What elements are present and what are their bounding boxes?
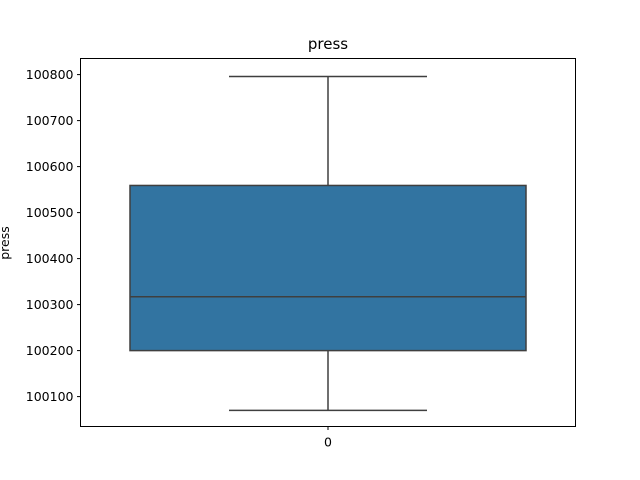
plot-area — [129, 75, 527, 412]
y-axis: 100100 100200 100300 100400 100500 100600 1007… — [26, 67, 81, 404]
x-axis: 0 — [324, 426, 332, 450]
axes-frame — [80, 58, 576, 427]
chart-title: press — [308, 35, 348, 53]
y-tick-label: 100200 — [26, 343, 74, 358]
y-tick-label: 100400 — [26, 251, 74, 266]
x-tick-label: 0 — [324, 435, 332, 450]
y-tick-label: 100500 — [26, 205, 74, 220]
y-tick-label: 100600 — [26, 159, 74, 174]
box-iqr — [129, 184, 527, 352]
y-axis-label: press — [0, 226, 12, 260]
y-tick-label: 100100 — [26, 389, 74, 404]
y-tick-label: 100800 — [26, 67, 74, 82]
y-tick-label: 100300 — [26, 297, 74, 312]
y-tick-label: 100700 — [26, 113, 74, 128]
